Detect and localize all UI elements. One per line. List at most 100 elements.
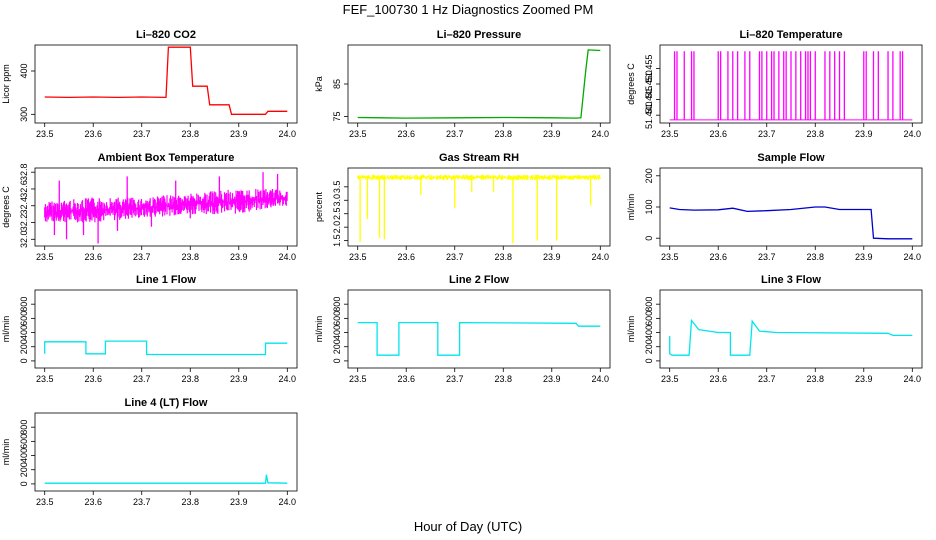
y-tick-label: 100	[644, 199, 654, 214]
x-tick-label: 23.7	[446, 252, 464, 262]
x-tick-label: 23.7	[133, 374, 151, 384]
plot-frame	[347, 289, 611, 369]
data-layer	[44, 340, 288, 356]
y-tick-label: 800	[644, 297, 654, 312]
y-tick-label: 0	[19, 358, 29, 363]
y-tick-label: 2.5	[332, 207, 342, 220]
x-tick-label: 24.0	[592, 129, 610, 139]
panel-6: Sample Flow ml/min 23.5 23.6 23.7 23.8 23.9 24.…	[626, 152, 923, 262]
series-line	[44, 46, 288, 115]
x-tick-label: 23.5	[349, 252, 367, 262]
x-tick-label: 23.8	[806, 374, 824, 384]
data-layer	[669, 51, 913, 121]
y-tick-label: 51.450	[644, 70, 654, 98]
x-tick-label: 23.6	[84, 129, 102, 139]
y-axis-label: ml/min	[1, 316, 11, 343]
panel-title: Gas Stream RH	[439, 152, 519, 164]
y-tick-label: 800	[19, 297, 29, 312]
x-tick-label: 23.9	[230, 252, 248, 262]
y-tick-label: 400	[19, 448, 29, 463]
y-tick-label: 85	[332, 79, 342, 89]
series-line	[669, 206, 913, 240]
y-axis-label: kPa	[314, 76, 324, 92]
y-tick-label: 32.2	[19, 214, 29, 232]
data-layer	[357, 321, 601, 356]
data-layer	[669, 318, 913, 356]
x-tick-label: 24.0	[279, 129, 297, 139]
panel-7: Line 1 Flow ml/min 23.5 23.6 23.7 23.8 23.9 24.…	[1, 274, 298, 384]
y-tick-label: 0	[19, 481, 29, 486]
x-tick-label: 23.9	[230, 497, 248, 507]
y-tick-label: 800	[19, 420, 29, 435]
panel-title: Li–820 Pressure	[437, 29, 521, 41]
x-tick-label: 23.8	[181, 252, 199, 262]
x-tick-label: 23.7	[133, 497, 151, 507]
x-tick-label: 24.0	[592, 374, 610, 384]
x-tick-label: 23.7	[446, 129, 464, 139]
plot-frame	[34, 167, 298, 247]
data-layer	[357, 174, 601, 244]
panel-1: Li–820 CO2 Licor ppm 23.5 23.6 23.7 23.8 23.9 2…	[1, 29, 298, 139]
series-band	[357, 174, 601, 181]
x-tick-label: 23.9	[230, 374, 248, 384]
y-tick-label: 400	[644, 325, 654, 340]
panel-title: Line 1 Flow	[136, 274, 196, 286]
x-tick-label: 23.9	[855, 252, 873, 262]
x-tick-label: 23.9	[855, 129, 873, 139]
x-tick-label: 23.7	[446, 374, 464, 384]
y-axis-label: degrees C	[1, 186, 11, 228]
series-line	[44, 474, 288, 484]
x-tick-label: 23.9	[543, 252, 561, 262]
x-tick-label: 23.5	[349, 129, 367, 139]
plot-frame	[347, 167, 611, 247]
panel-title: Line 3 Flow	[761, 274, 821, 286]
panel-3: Li–820 Temperature degrees C 23.5 23.6 23.7 2…	[626, 29, 923, 139]
y-tick-label: 200	[644, 168, 654, 183]
y-tick-label: 0	[332, 358, 342, 363]
series-line	[357, 49, 601, 119]
y-tick-label: 600	[332, 311, 342, 326]
x-tick-label: 23.9	[855, 374, 873, 384]
y-tick-label: 600	[19, 434, 29, 449]
data-layer	[44, 172, 288, 244]
x-tick-label: 23.7	[133, 252, 151, 262]
x-tick-label: 23.9	[543, 374, 561, 384]
y-tick-label: 0	[644, 358, 654, 363]
y-tick-label: 51.440	[644, 101, 654, 129]
y-tick-label: 200	[644, 339, 654, 354]
plot-frame	[347, 44, 611, 124]
x-tick-label: 23.9	[543, 129, 561, 139]
y-tick-label: 51.445	[644, 86, 654, 114]
y-tick-label: 200	[19, 462, 29, 477]
y-axis-label: ml/min	[1, 439, 11, 466]
x-tick-label: 23.6	[84, 252, 102, 262]
y-axis-label: Licor ppm	[1, 64, 11, 104]
panel-title: Line 2 Flow	[449, 274, 509, 286]
y-tick-label: 3.5	[332, 181, 342, 194]
panel-title: Ambient Box Temperature	[98, 152, 235, 164]
panel-title: Sample Flow	[757, 152, 825, 164]
data-layer	[357, 49, 601, 119]
series-line	[357, 321, 601, 356]
x-tick-label: 23.8	[181, 129, 199, 139]
x-tick-label: 24.0	[904, 252, 922, 262]
y-tick-label: 800	[332, 297, 342, 312]
x-tick-label: 23.5	[36, 129, 54, 139]
x-tick-label: 23.7	[758, 374, 776, 384]
panel-title: Line 4 (LT) Flow	[125, 397, 208, 409]
panels: Li–820 CO2 Licor ppm 23.5 23.6 23.7 23.8 23.9 2…	[1, 29, 923, 507]
x-tick-label: 23.8	[181, 497, 199, 507]
x-tick-label: 24.0	[592, 252, 610, 262]
x-tick-label: 23.9	[230, 129, 248, 139]
x-tick-label: 23.6	[709, 252, 727, 262]
data-layer	[44, 474, 288, 484]
panel-title: Li–820 CO2	[136, 29, 196, 41]
x-tick-label: 23.6	[397, 374, 415, 384]
panel-5: Gas Stream RH percent 23.5 23.6 23.7 23.8 23.9…	[314, 152, 611, 262]
plot-frame	[659, 167, 923, 247]
y-tick-label: 51.455	[644, 55, 654, 83]
y-tick-label: 0	[644, 236, 654, 241]
x-tick-label: 23.6	[397, 129, 415, 139]
x-tick-label: 23.6	[709, 374, 727, 384]
